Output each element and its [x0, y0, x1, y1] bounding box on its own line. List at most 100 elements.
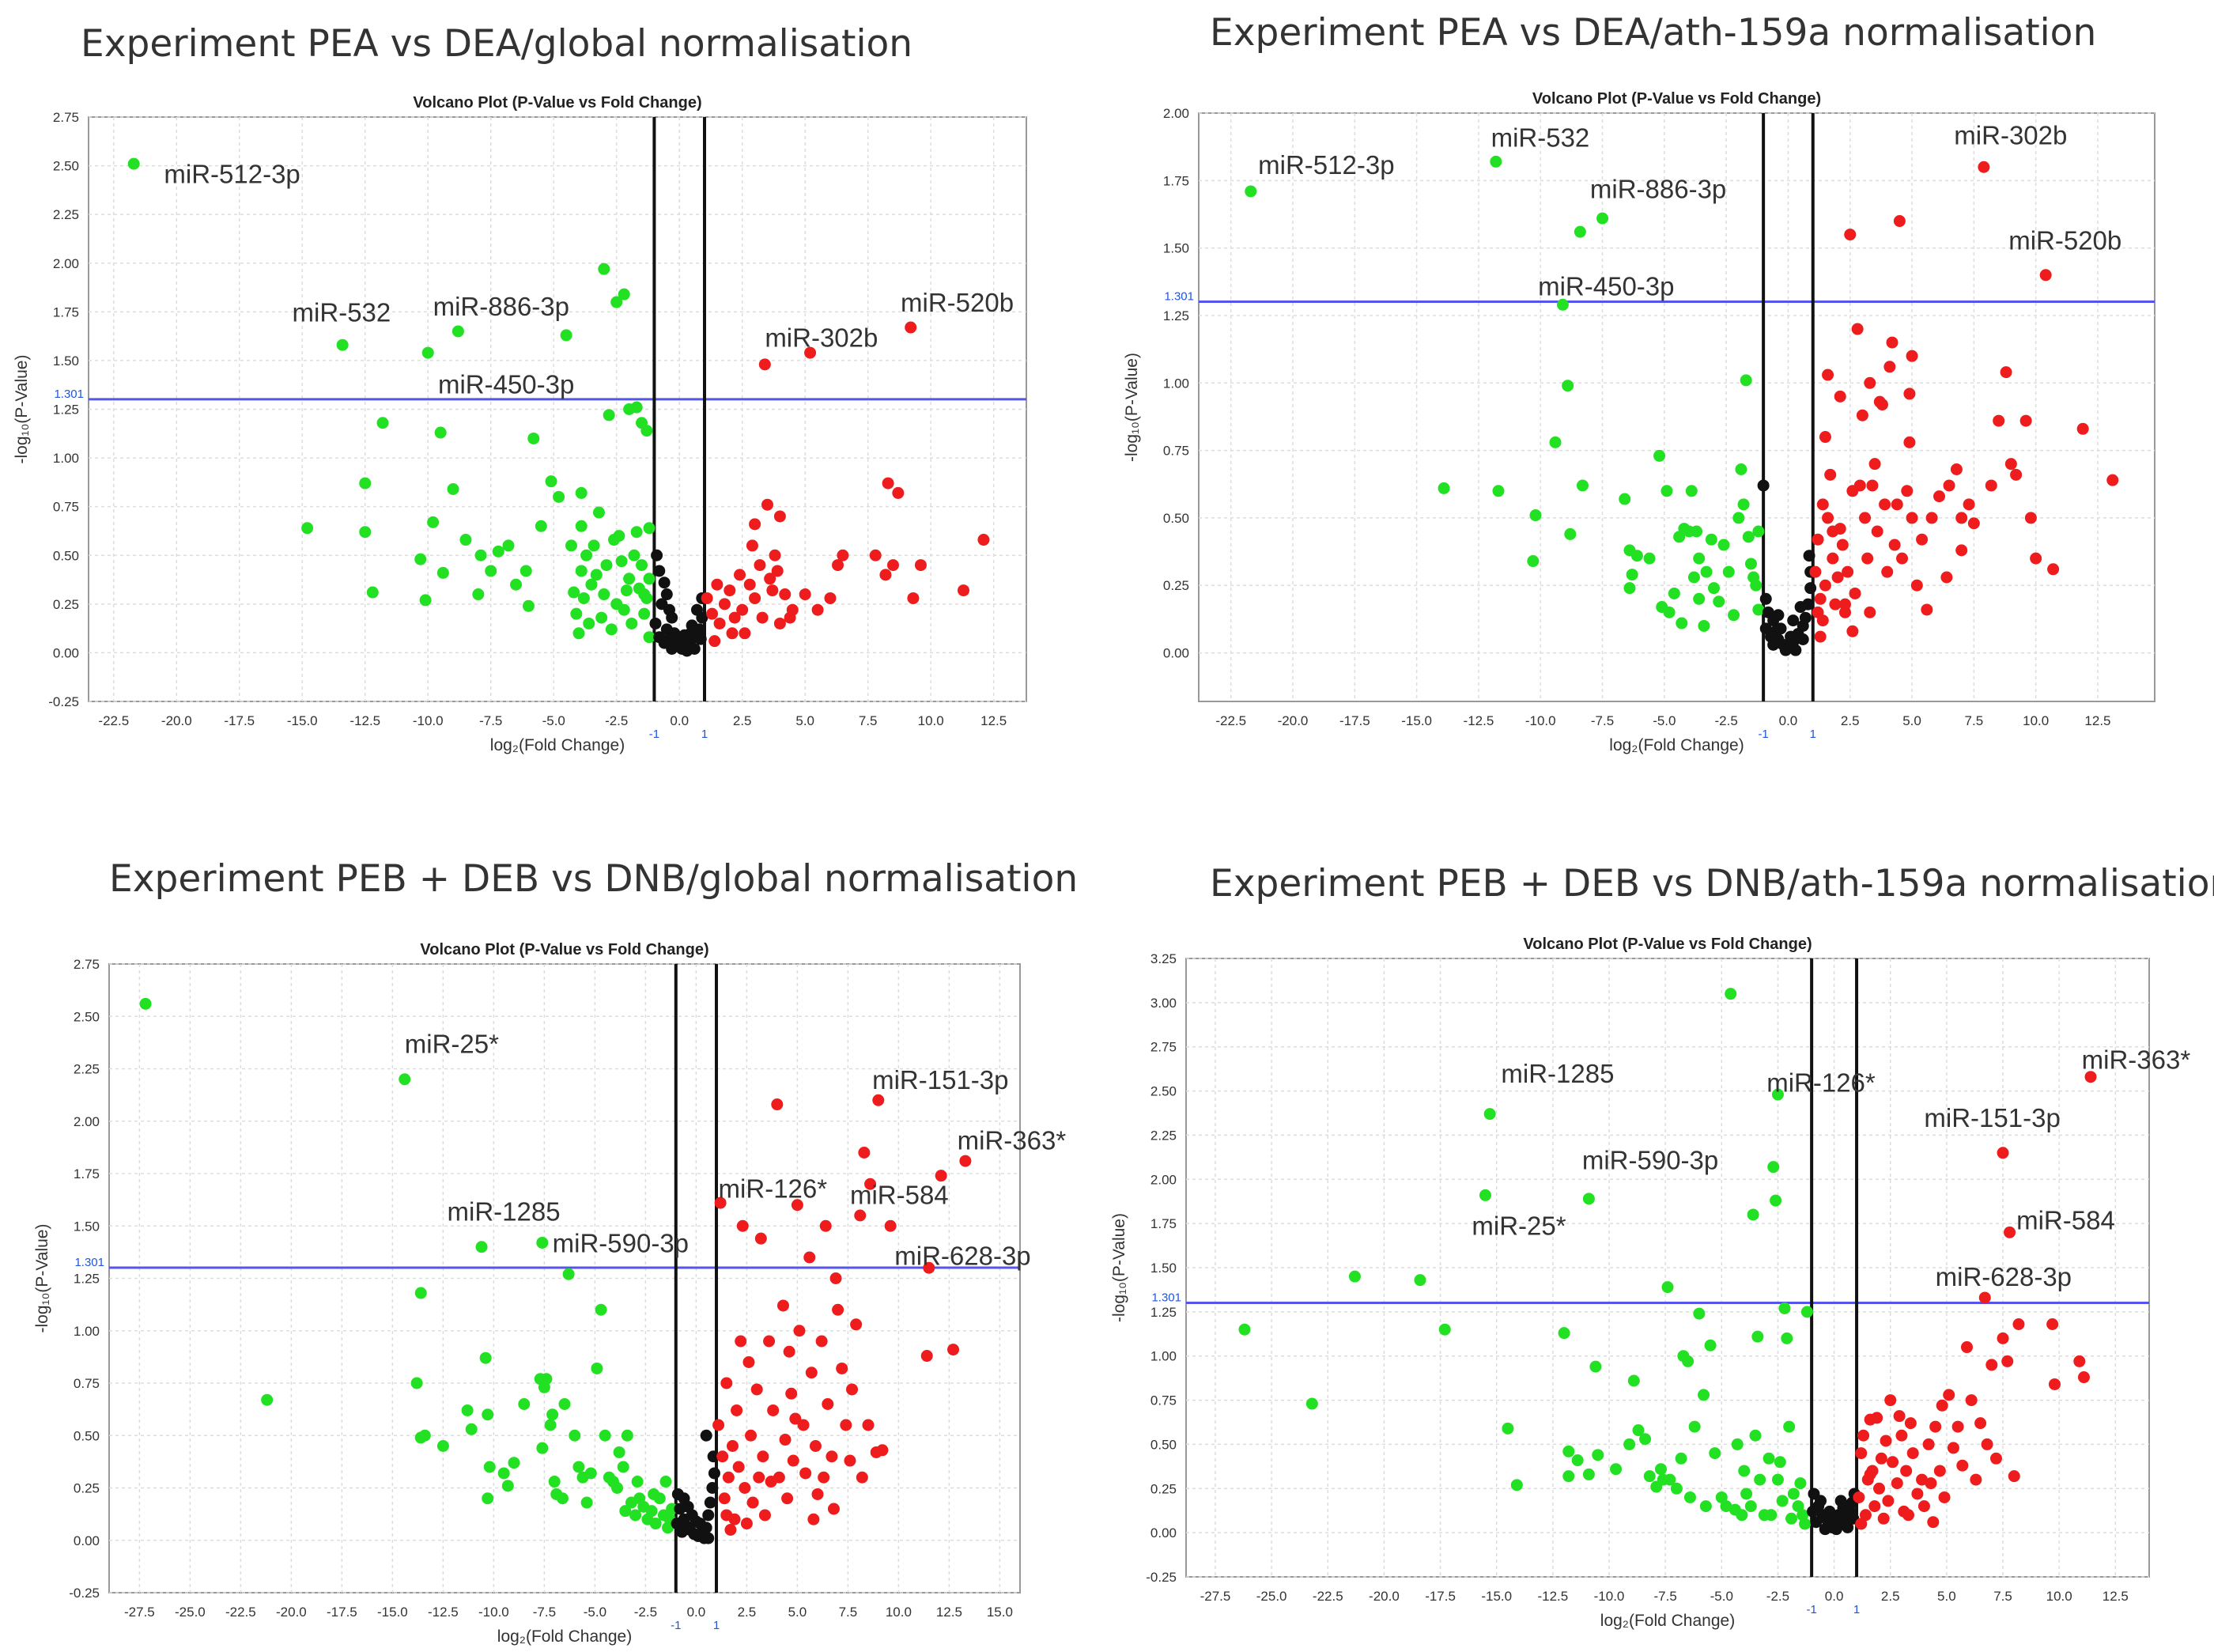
x-axis-label: log₂(Fold Change) — [497, 1627, 632, 1646]
data-point — [630, 401, 643, 414]
data-point — [556, 1492, 569, 1505]
data-point — [846, 1383, 859, 1396]
data-point — [1639, 1433, 1652, 1446]
data-point — [1938, 1491, 1951, 1503]
data-point — [640, 425, 653, 437]
data-point — [724, 584, 736, 597]
data-point — [1779, 644, 1792, 656]
data-point — [722, 1471, 735, 1484]
data-point — [572, 1461, 585, 1473]
data-point — [824, 592, 837, 604]
fold-change-label: 1 — [713, 1619, 720, 1632]
data-point — [1803, 550, 1815, 562]
data-point — [856, 1471, 868, 1484]
data-point — [1888, 539, 1901, 551]
data-point — [1906, 350, 1918, 362]
data-point — [1797, 633, 1809, 646]
data-point — [1886, 336, 1899, 349]
data-point — [745, 1429, 758, 1442]
data-point — [1853, 479, 1866, 492]
data-point — [1902, 1509, 1914, 1522]
data-point — [882, 477, 894, 490]
data-point — [1827, 525, 1839, 538]
data-point — [671, 1518, 683, 1530]
data-point — [2004, 1226, 2016, 1238]
data-point — [1705, 533, 1717, 546]
data-point — [1717, 539, 1730, 551]
data-point — [2084, 1071, 2097, 1083]
data-point — [1901, 485, 1914, 497]
data-point — [1792, 1500, 1804, 1513]
data-point — [1770, 1194, 1782, 1207]
data-point — [572, 627, 585, 640]
data-point — [660, 588, 673, 601]
data-point — [625, 617, 638, 629]
data-point — [1738, 1465, 1751, 1477]
data-point — [659, 1476, 672, 1488]
data-point — [718, 1492, 731, 1505]
y-tick-label: 0.00 — [1150, 1525, 1177, 1540]
chart-title: Volcano Plot (P-Value vs Fold Change) — [1532, 90, 1821, 108]
series-up — [1853, 1071, 2097, 1530]
data-point — [1707, 582, 1720, 595]
data-point — [854, 1209, 867, 1222]
data-point — [1974, 1417, 1987, 1430]
annotation-label: miR-532 — [1491, 123, 1590, 153]
data-point — [1592, 1449, 1604, 1461]
data-point — [690, 603, 703, 616]
y-axis-label: -log₁₀(P-Value) — [13, 355, 31, 464]
data-point — [1685, 485, 1698, 497]
data-point — [1632, 1424, 1645, 1437]
data-point — [704, 1496, 716, 1509]
data-point — [1960, 1341, 1973, 1354]
data-point — [1653, 449, 1666, 462]
y-tick-label: 0.75 — [74, 1376, 100, 1391]
data-point — [569, 1429, 581, 1442]
annotation-label: miR-520b — [2008, 225, 2121, 255]
data-point — [546, 1408, 559, 1421]
data-point — [1955, 544, 1968, 557]
data-point — [1875, 1452, 1887, 1465]
data-point — [568, 586, 580, 599]
data-point — [766, 584, 779, 597]
data-point — [2030, 552, 2042, 565]
data-point — [1880, 1435, 1892, 1447]
data-point — [2047, 563, 2060, 576]
data-point — [1619, 493, 1631, 505]
x-tick-label: -15.0 — [1401, 713, 1432, 728]
data-point — [1787, 614, 1800, 627]
data-point — [724, 1524, 737, 1536]
data-point — [1866, 479, 1879, 492]
data-point — [482, 1408, 494, 1421]
data-point — [1819, 431, 1831, 444]
data-point — [779, 588, 792, 601]
data-point — [1643, 552, 1656, 565]
data-point — [1785, 1512, 1798, 1525]
data-point — [2001, 1355, 2014, 1367]
y-tick-label: 0.75 — [53, 500, 79, 515]
data-point — [1927, 1516, 1940, 1529]
data-point — [864, 1178, 877, 1190]
data-point — [1943, 1389, 1955, 1401]
x-tick-label: 10.0 — [2046, 1589, 2072, 1604]
data-point — [620, 584, 633, 597]
data-point — [536, 1442, 549, 1454]
data-point — [1438, 482, 1450, 494]
y-tick-label: 2.25 — [1150, 1128, 1177, 1143]
chart-title: Volcano Plot (P-Value vs Fold Change) — [420, 941, 708, 958]
series-ns — [671, 1429, 720, 1544]
x-tick-label: -7.5 — [1591, 713, 1614, 728]
data-point — [1895, 1429, 1908, 1442]
data-point — [773, 510, 786, 523]
data-point — [1819, 579, 1831, 592]
data-point — [977, 534, 990, 546]
panel-title: Experiment PEB + DEB vs DNB/global norma… — [109, 857, 1079, 901]
data-point — [678, 1492, 690, 1505]
data-point — [1836, 539, 1849, 551]
data-point — [726, 627, 739, 640]
data-point — [619, 1505, 632, 1518]
data-point — [519, 565, 532, 577]
data-point — [1800, 1306, 1813, 1318]
panel-pea-ath159a: Experiment PEA vs DEA/ath-159a normalisa… — [1107, 0, 2214, 826]
data-point — [376, 417, 389, 429]
